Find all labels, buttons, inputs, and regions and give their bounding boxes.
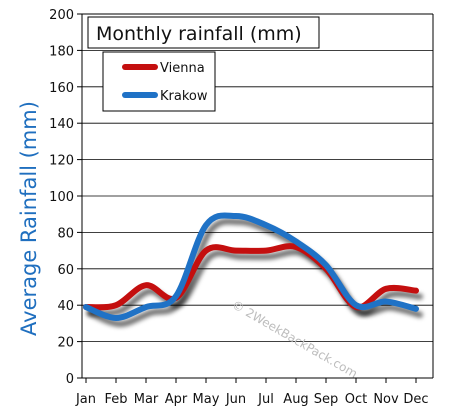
series-line-krakow [83, 212, 419, 321]
chart-title: Monthly rainfall (mm) [96, 23, 302, 45]
x-tick-label: Sep [314, 392, 339, 407]
y-axis-label: Average Rainfall (mm) [17, 101, 41, 336]
y-tick-label: 0 [66, 372, 74, 387]
x-tick-label: Apr [165, 392, 188, 407]
y-tick-label: 80 [57, 226, 74, 241]
x-tick-label: Aug [283, 392, 308, 407]
y-tick-label: 100 [49, 190, 74, 205]
y-tick-label: 140 [49, 117, 74, 132]
y-tick-label: 160 [49, 81, 74, 96]
x-tick-label: Feb [104, 392, 127, 407]
x-axis-ticks: Jan Feb Mar Apr May Jun Jul Aug Sep Oct Nov Dec [75, 378, 429, 407]
y-tick-label: 120 [49, 154, 74, 169]
legend-box [102, 51, 216, 112]
series-shadow-krakow [87, 218, 423, 327]
series-lines [83, 212, 419, 321]
x-tick-label: Jul [257, 392, 274, 407]
x-tick-label: Nov [373, 392, 399, 407]
x-tick-label: May [193, 392, 220, 407]
x-tick-label: Mar [134, 392, 159, 407]
x-tick-label: Dec [403, 392, 428, 407]
y-tick-label: 200 [49, 8, 74, 23]
y-tick-label: 40 [57, 299, 74, 314]
series-shadows [87, 218, 423, 327]
legend-label-vienna: Vienna [160, 61, 205, 76]
y-axis-ticks: 0 20 40 60 80 100 120 140 160 180 200 [49, 8, 82, 387]
x-tick-label: Jan [75, 392, 96, 407]
y-tick-label: 180 [49, 44, 74, 59]
x-tick-label: Jun [225, 392, 246, 407]
y-tick-label: 20 [57, 336, 74, 351]
y-tick-label: 60 [57, 263, 74, 278]
title-box [87, 16, 320, 49]
legend-label-krakow: Krakow [160, 89, 208, 104]
x-tick-label: Oct [345, 392, 367, 407]
